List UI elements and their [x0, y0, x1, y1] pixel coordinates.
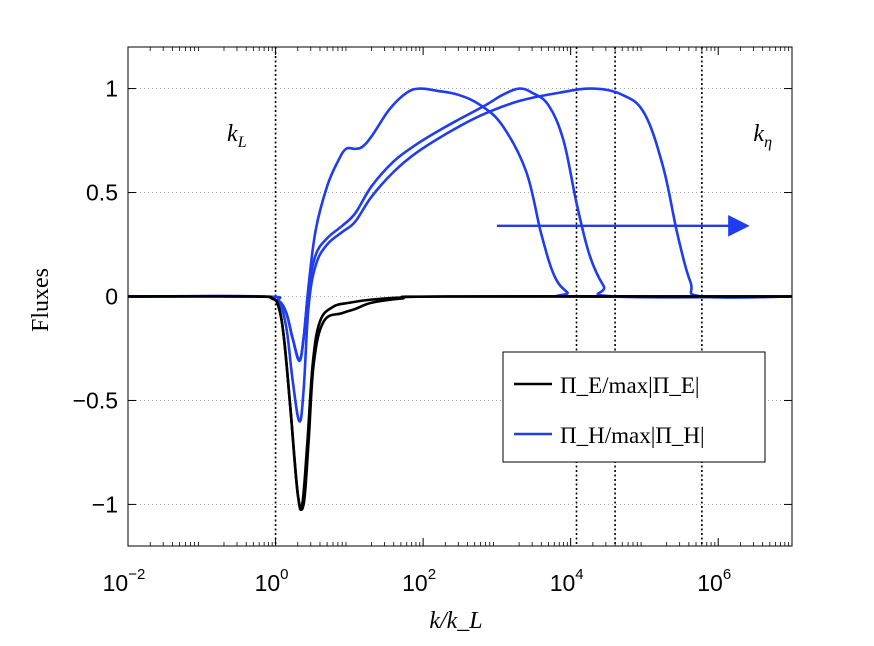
x-axis-label: k/k_L	[429, 608, 482, 634]
tick-labels: 1 0.5 0 −0.5 −1 10−2 100 102 104 106	[73, 76, 732, 596]
y-tick-label: −0.5	[73, 387, 118, 413]
series-layer	[128, 87, 792, 511]
x-tick-label: 106	[697, 566, 731, 596]
y-axis-label: Fluxes	[28, 268, 54, 332]
annotation-k-L: kL	[227, 121, 247, 151]
x-axis-label-text: k/k_L	[429, 608, 482, 634]
legend-label-helicity: Π_H/max|Π_H|	[560, 423, 705, 448]
y-tick-label: 1	[105, 76, 118, 102]
y-tick-label: 0	[105, 284, 118, 310]
series-line	[128, 87, 792, 363]
x-tick-label: 10−2	[103, 566, 146, 596]
legend: Π_E/max|Π_E| Π_H/max|Π_H|	[502, 351, 766, 463]
y-tick-label: 0.5	[86, 180, 118, 206]
legend-box	[502, 351, 766, 463]
series-line	[128, 87, 792, 423]
axis-ticks	[127, 47, 792, 546]
series-line	[128, 295, 792, 511]
annotation-k-eta: kη	[753, 121, 772, 151]
x-tick-label: 100	[255, 566, 289, 596]
legend-label-energy: Π_E/max|Π_E|	[560, 373, 700, 398]
y-tick-label: −1	[92, 491, 118, 517]
x-tick-label: 104	[550, 566, 584, 596]
x-tick-label: 102	[402, 566, 436, 596]
